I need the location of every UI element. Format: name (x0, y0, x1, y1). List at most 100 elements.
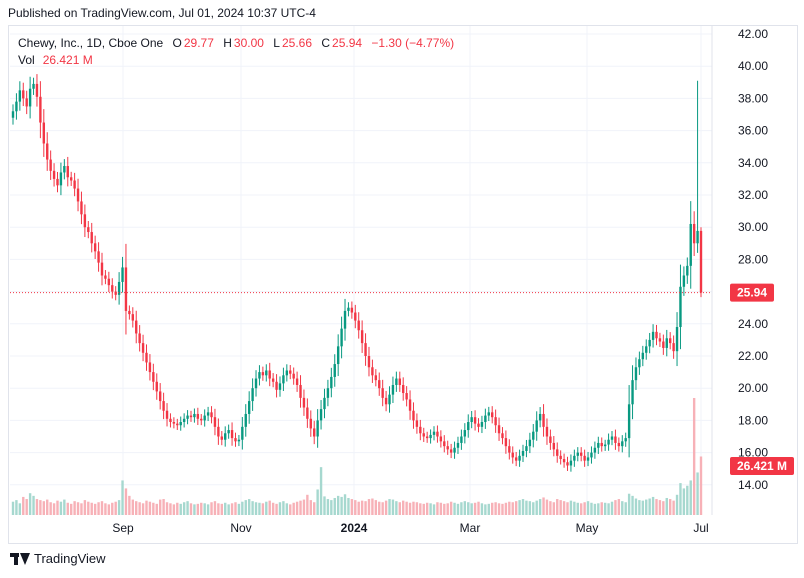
volume-bar (696, 472, 699, 515)
candle-body (655, 331, 658, 339)
volume-bar (460, 502, 463, 515)
candle-body (217, 426, 220, 437)
candle-body (429, 434, 432, 439)
volume-bar (63, 499, 66, 515)
candle-body (189, 415, 193, 418)
candle-body (473, 417, 477, 424)
volume-bar (333, 497, 336, 515)
volume-bar (668, 499, 672, 515)
x-tick-label: Jul (693, 521, 708, 535)
volume-bar (439, 502, 443, 515)
volume-bar (220, 503, 223, 515)
volume-bar (583, 502, 586, 515)
volume-bar (607, 503, 610, 515)
volume-bar (467, 502, 470, 515)
candle-body (593, 447, 597, 453)
candle-body (645, 346, 648, 353)
volume-bar (217, 503, 220, 515)
candle-body (538, 413, 542, 421)
volume-bar (265, 501, 268, 515)
volume-bar (254, 502, 258, 515)
volume-bar (93, 503, 97, 515)
volume-bar (131, 499, 134, 515)
volume-bar (600, 502, 603, 515)
volume-value: 26.421 M (42, 53, 93, 67)
volume-bar (87, 501, 90, 515)
candle-body (261, 372, 265, 376)
candle-body (100, 262, 104, 276)
ohlc-legend-row: Chewy, Inc., 1D, Cboe One O 29.77 H 30.00 … (18, 36, 454, 53)
candle-body (621, 441, 624, 447)
candle-body (501, 433, 504, 439)
candle-body (186, 415, 189, 419)
volume-bar (446, 503, 449, 515)
candle-body (425, 436, 429, 439)
candle-body (234, 438, 237, 442)
volume-bar (525, 500, 528, 515)
candle-body (165, 410, 169, 419)
y-tick-label: 42.00 (738, 27, 768, 41)
candle-body (504, 438, 508, 447)
candle-body (124, 267, 128, 311)
volume-bar (76, 502, 80, 515)
candle-body (42, 122, 46, 144)
volume-bar (90, 502, 93, 515)
volume-bar (682, 488, 686, 515)
volume-bar (538, 499, 542, 515)
candle-body (374, 375, 378, 381)
candle-body (371, 367, 374, 376)
candle-body (443, 441, 446, 447)
volume-bar (104, 503, 107, 515)
volume-bar (545, 499, 549, 515)
volume-bar (580, 503, 583, 515)
candle-body (347, 307, 350, 311)
volume-bar (73, 501, 76, 515)
volume-bar (313, 502, 316, 515)
volume-bar (655, 499, 658, 515)
y-tick-label: 18.00 (738, 413, 768, 427)
candle-body (158, 391, 162, 402)
volume-bar (480, 503, 484, 515)
volume-bar (165, 502, 169, 515)
candle-body (422, 433, 425, 437)
candle-body (381, 388, 384, 398)
y-tick-label: 38.00 (738, 91, 768, 105)
volume-bar (148, 501, 152, 515)
candle-body (340, 328, 343, 347)
y-tick-label: 34.00 (738, 156, 768, 170)
volume-bar (309, 500, 312, 515)
volume-bar (617, 499, 621, 515)
candle-body (138, 333, 141, 344)
volume-bar (319, 467, 323, 515)
volume-bar (97, 502, 100, 515)
volume-legend-row: Vol 26.421 M (18, 53, 454, 70)
candles (11, 74, 703, 472)
volume-bar (268, 500, 271, 515)
volume-label: Vol (18, 53, 35, 67)
candle-body (532, 431, 535, 440)
volume-bar (360, 500, 364, 515)
candle-body (169, 418, 172, 423)
volume-bar (573, 501, 576, 515)
volume-bar (196, 503, 200, 515)
x-tick-label: Nov (230, 521, 251, 535)
candle-body (580, 452, 583, 456)
candle-body (28, 88, 32, 107)
candle-body (247, 401, 251, 414)
volume-bar (603, 502, 607, 515)
volume-bar (518, 500, 521, 515)
candle-body (104, 275, 107, 279)
volume-bar (556, 499, 559, 515)
candle-body (39, 96, 42, 123)
candle-body (93, 243, 97, 252)
candle-body (662, 341, 665, 348)
tradingview-brand: TradingView (34, 551, 106, 566)
candle-body (292, 373, 295, 379)
candle-body (569, 460, 573, 466)
candle-body (210, 412, 213, 418)
volume-bar (162, 499, 165, 515)
volume-bar (302, 499, 306, 515)
volume-bar (186, 501, 189, 515)
candle-body (566, 462, 569, 466)
